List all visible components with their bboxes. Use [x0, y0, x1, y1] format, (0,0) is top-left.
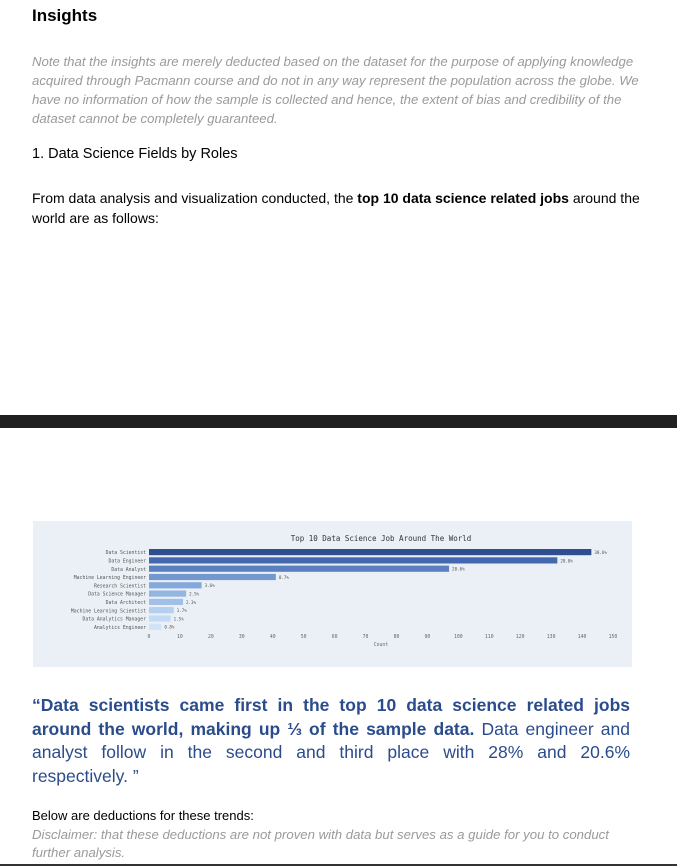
chart-title: Top 10 Data Science Job Around The World — [291, 534, 472, 543]
quote-rest: Data engineer and analyst follow in the … — [32, 718, 630, 786]
chart-container: Top 10 Data Science Job Around The World… — [33, 521, 632, 667]
x-tick-label: 30 — [239, 634, 245, 640]
data-label: 28.0% — [560, 558, 573, 563]
x-tick-label: 60 — [332, 634, 338, 640]
category-label: Machine Learning Engineer — [74, 575, 146, 581]
data-label: 1.5% — [174, 616, 185, 621]
bar-chart: Top 10 Data Science Job Around The World… — [71, 534, 618, 648]
quote-bold: “Data scientists came first in the top 1… — [32, 695, 630, 739]
x-tick-label: 100 — [454, 634, 463, 640]
bar — [149, 565, 450, 572]
x-tick-label: 20 — [208, 634, 214, 640]
data-label: 20.6% — [452, 567, 465, 572]
data-label: 30.6% — [594, 550, 607, 555]
category-label: Data Architect — [106, 600, 147, 606]
x-tick-label: 120 — [516, 634, 525, 640]
category-label: Data Engineer — [108, 559, 146, 565]
x-tick-label: 10 — [177, 634, 183, 640]
x-axis-label: Count — [374, 642, 389, 648]
bar — [149, 590, 187, 597]
intro-text-end: around the world are as follows: — [32, 190, 640, 226]
x-tick-label: 40 — [270, 634, 276, 640]
bar — [149, 582, 202, 589]
x-tick-label: 80 — [394, 634, 400, 640]
category-label: Data Scientist — [106, 550, 147, 556]
bar — [149, 607, 174, 614]
bar — [149, 549, 592, 556]
x-tick-label: 140 — [578, 634, 587, 640]
category-label: Machine Learning Scientist — [71, 608, 146, 614]
disclaimer: Disclaimer: that these deductions are no… — [32, 827, 609, 860]
intro-paragraph: From data analysis and visualization con… — [32, 188, 644, 228]
quote-paragraph: “Data scientists came first in the top 1… — [32, 694, 630, 788]
x-tick-label: 150 — [609, 634, 618, 640]
page-heading: Insights — [32, 6, 98, 25]
bar — [149, 615, 171, 622]
intro-bold: top 10 data science related jobs — [357, 190, 569, 206]
x-tick-label: 110 — [485, 634, 494, 640]
bar — [149, 557, 558, 564]
x-tick-label: 130 — [547, 634, 556, 640]
category-label: Data Analytics Manager — [82, 617, 146, 623]
data-label: 0.8% — [164, 625, 175, 630]
section-divider — [0, 415, 677, 428]
category-label: Data Science Manager — [88, 592, 146, 598]
x-tick-label: 50 — [301, 634, 307, 640]
bar — [149, 598, 184, 605]
dataset-note: Note that the insights are merely deduct… — [32, 54, 639, 126]
x-tick-label: 70 — [363, 634, 369, 640]
bar — [149, 623, 162, 630]
data-label: 2.5% — [189, 592, 200, 597]
deductions-intro: Below are deductions for these trends: — [32, 808, 254, 823]
x-tick-label: 90 — [425, 634, 431, 640]
x-tick-label: 0 — [148, 634, 151, 640]
category-label: Data Analyst — [111, 567, 146, 573]
bottom-border — [0, 864, 677, 866]
category-label: Research Scientist — [94, 583, 146, 589]
data-label: 1.7% — [177, 608, 188, 613]
category-label: Analytics Engineer — [94, 625, 146, 631]
intro-text: From data analysis and visualization con… — [32, 190, 358, 206]
data-label: 3.6% — [205, 583, 216, 588]
data-label: 2.3% — [186, 600, 197, 605]
bar — [149, 573, 276, 581]
section-title: 1. Data Science Fields by Roles — [32, 146, 238, 162]
data-label: 8.7% — [279, 575, 290, 580]
